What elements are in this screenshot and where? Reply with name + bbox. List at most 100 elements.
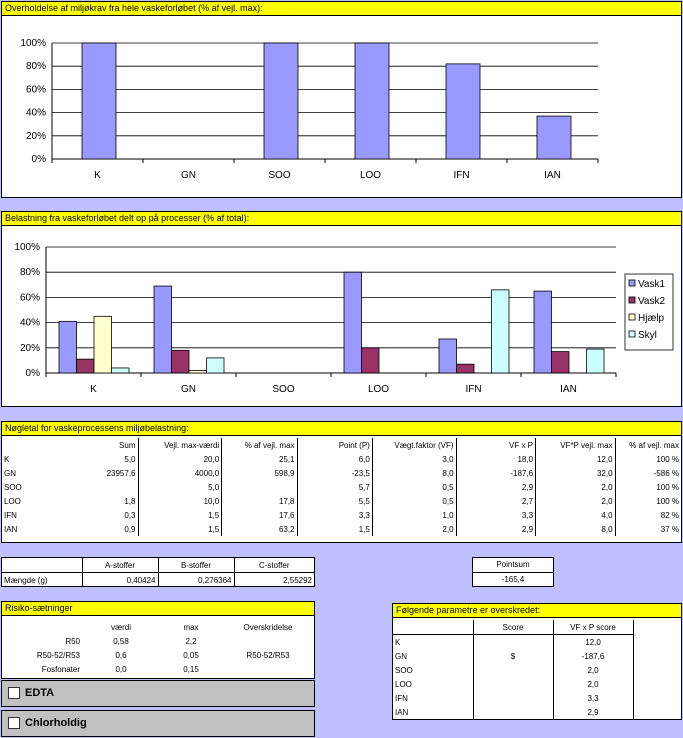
noegletal-row: K 5,0 20,0 25,1 6,0 3,0 18,0 12,0 100 % (2, 452, 681, 466)
noegletal-cell: 3,3 (456, 508, 537, 522)
noegletal-table: Sum Vejl. max-værdi % af vejl. max Point… (2, 438, 681, 536)
legend-label: Vask1 (638, 279, 665, 290)
chlorholdig-label: Chlorholdig (25, 717, 87, 729)
noegletal-cell: 5,7 (297, 480, 373, 494)
y-tick-label: 40% (20, 318, 40, 329)
stoffer-cell: 2,55292 (283, 575, 312, 585)
x-tick-label: GN (181, 170, 196, 181)
col-header: % af vejl. max (629, 440, 679, 450)
parametre-cell: LOO (393, 677, 474, 691)
y-tick-label: 20% (26, 131, 46, 142)
bar-hjælp (93, 315, 112, 374)
noegletal-panel: Nøgletal for vaskeprocessens miljøbelast… (1, 421, 682, 543)
noegletal-cell: 1,8 (62, 494, 139, 508)
x-tick-label: SOO (268, 170, 290, 181)
x-tick-label: IFN (465, 384, 481, 395)
risiko-row: R50-52/R53 0,6 0,05 R50-52/R53 (2, 648, 314, 662)
bar-vask1 (438, 338, 457, 374)
bar-value (263, 42, 299, 160)
risiko-cell: 0,58 (113, 636, 129, 646)
x-tick-label: IFN (453, 170, 469, 181)
noegletal-cell: 1,5 (297, 522, 373, 536)
parametre-cell (473, 663, 554, 677)
y-tick-label: 20% (20, 343, 40, 354)
y-tick-label: 0% (26, 368, 41, 379)
chart2-panel: Belastning fra vaskeforløbet delt op på … (1, 211, 682, 407)
parametre-cell (473, 634, 554, 649)
pointsum-panel: Pointsum -165,4 (472, 557, 554, 587)
risiko-cell: 0,15 (183, 664, 199, 674)
stoffer-header (2, 558, 83, 573)
risiko-header: max (183, 622, 199, 632)
noegletal-cell: K (4, 454, 10, 464)
parametre-cell: IAN (393, 705, 474, 719)
bar-vask1 (58, 320, 77, 374)
legend-label: Skyl (638, 330, 657, 341)
pointsum-label: Pointsum (473, 558, 553, 573)
stoffer-header: B-stoffer (158, 558, 235, 573)
parametre-row: IFN 3,3 (393, 691, 681, 705)
noegletal-cell: 1,0 (372, 508, 457, 522)
noegletal-cell: 20,0 (138, 452, 223, 466)
noegletal-cell: 1,5 (138, 508, 223, 522)
noegletal-cell: 4000,0 (138, 466, 223, 480)
chart1-panel: Overholdelse af miljøkrav fra hele vaske… (1, 1, 682, 198)
col-header: % af vejl. max (221, 438, 298, 452)
parametre-cell: K (393, 634, 474, 649)
noegletal-title: Nøgletal for vaskeprocessens miljøbelast… (2, 422, 681, 436)
noegletal-cell: -586 % (653, 468, 679, 478)
checkbox-box-icon[interactable] (8, 717, 20, 730)
parametre-header: Score (473, 620, 554, 635)
parametre-spacer (633, 620, 681, 635)
noegletal-row: GN 23957,6 4000,0 598,9 -23,5 8,0 -187,6 32,0 -5… (2, 466, 681, 480)
legend-swatch (628, 296, 636, 304)
parametre-cell: $ (473, 649, 554, 663)
stoffer-header: C-stoffer (234, 558, 314, 573)
noegletal-cell (221, 480, 298, 494)
risiko-row: R50 0,58 2,2 (2, 634, 314, 648)
bar-skyl (206, 357, 225, 374)
noegletal-cell: 8,0 (535, 522, 616, 536)
bar-vask2 (171, 349, 190, 374)
risiko-table: værdi max Overskridelse R50 0,58 2,2 R50-52… (2, 620, 314, 676)
parametre-cell: 3,3 (553, 691, 634, 705)
noegletal-cell: 3,3 (297, 508, 373, 522)
parametre-cell: GN (393, 649, 474, 663)
parametre-cell: -187,6 (553, 649, 634, 663)
noegletal-row: IFN 0,3 1,5 17,6 3,3 1,0 3,3 4,0 82 % (2, 508, 681, 522)
noegletal-cell: 100 % (656, 454, 679, 464)
noegletal-cell: 5,5 (297, 494, 373, 508)
parametre-row: SOO 2,0 (393, 663, 681, 677)
noegletal-cell: 23957,6 (62, 466, 139, 480)
noegletal-row: SOO 5,0 5,7 0,5 2,9 2,0 100 % (2, 480, 681, 494)
noegletal-cell: 4,0 (535, 508, 616, 522)
checkbox-box-icon[interactable] (8, 687, 20, 700)
noegletal-cell (62, 480, 139, 494)
stoffer-cell: 0,276364 (158, 572, 235, 587)
row-spacer (633, 649, 681, 663)
noegletal-cell: 2,0 (535, 494, 616, 508)
bar-vask1 (533, 290, 552, 374)
chlorholdig-checkbox[interactable]: Chlorholdig (1, 710, 315, 737)
noegletal-cell: 2,9 (456, 522, 537, 536)
noegletal-cell: SOO (4, 482, 22, 492)
col-header: VF x P (456, 438, 537, 452)
chart1-title: Overholdelse af miljøkrav fra hele vaske… (2, 2, 681, 16)
stoffer-cell: 0,40424 (82, 572, 159, 587)
edta-checkbox[interactable]: EDTA (1, 680, 315, 707)
row-spacer (633, 677, 681, 691)
noegletal-cell: IAN (4, 524, 18, 534)
row-spacer (633, 705, 681, 719)
bar-skyl (586, 348, 605, 374)
noegletal-cell: 0,5 (372, 480, 457, 494)
risiko-cell: 2,2 (185, 636, 197, 646)
noegletal-cell: 17,6 (221, 508, 298, 522)
y-tick-label: 60% (20, 292, 40, 303)
bar-vask1 (153, 285, 172, 374)
col-header: Vægt.faktor (VF) (372, 438, 457, 452)
risiko-title: Risiko-sætninger (2, 602, 314, 616)
bar-vask2 (456, 363, 475, 374)
x-tick-label: SOO (272, 384, 294, 395)
parametre-cell: 2,9 (553, 705, 634, 719)
bar-skyl (491, 289, 510, 374)
